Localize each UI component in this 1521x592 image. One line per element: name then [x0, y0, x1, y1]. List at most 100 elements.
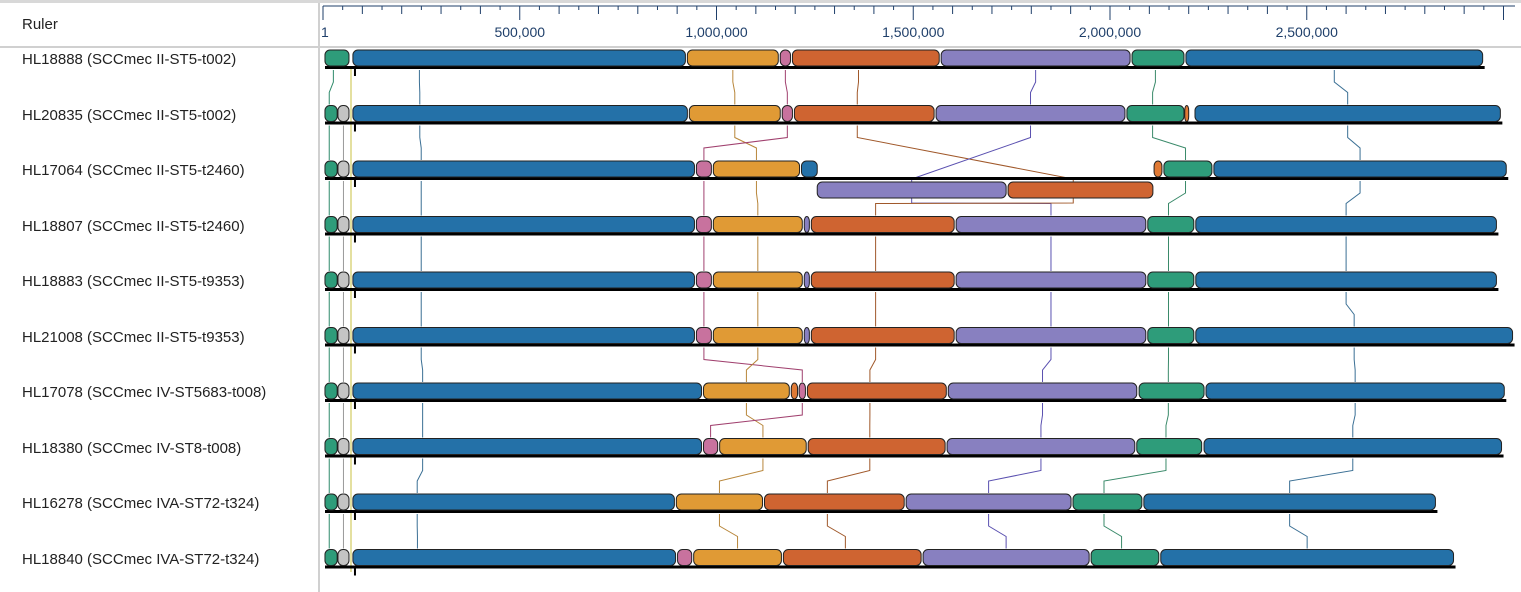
lcb-block-V[interactable]	[803, 327, 810, 344]
lcb-block-B[interactable]	[352, 271, 695, 289]
lcb-block-G2[interactable]	[1147, 271, 1195, 289]
lcb-block-B[interactable]	[352, 438, 703, 455]
genome-label[interactable]: HL21008 (SCCmec II-ST5-t9353)	[22, 328, 245, 346]
lcb-block-P[interactable]	[695, 216, 712, 233]
lcb-block-B2[interactable]	[1205, 382, 1505, 400]
lcb-block-P[interactable]	[781, 105, 793, 122]
lcb-block-O[interactable]	[712, 160, 801, 178]
lcb-block-R[interactable]	[810, 216, 955, 233]
lcb-block-G2[interactable]	[1136, 438, 1203, 455]
lcb-block-O[interactable]	[703, 382, 790, 400]
lcb-block-B2[interactable]	[1195, 271, 1497, 289]
lcb-block-G[interactable]	[324, 216, 338, 233]
lcb-block-R[interactable]	[791, 49, 940, 67]
lcb-block-G[interactable]	[324, 549, 338, 566]
lcb-block-B[interactable]	[352, 549, 677, 566]
lcb-block-O[interactable]	[693, 549, 782, 566]
lcb-block-V[interactable]	[905, 493, 1072, 511]
lcb-block-O[interactable]	[688, 105, 781, 122]
lcb-block-V[interactable]	[947, 382, 1138, 400]
lcb-block-B2[interactable]	[1195, 216, 1497, 233]
lcb-block-R[interactable]	[806, 382, 947, 400]
lcb-block-P[interactable]	[703, 438, 719, 455]
lcb-block-R[interactable]	[810, 271, 955, 289]
lcb-block-Gy[interactable]	[337, 105, 350, 122]
genome-label[interactable]: HL16278 (SCCmec IVA-ST72-t324)	[22, 495, 260, 512]
lcb-block-x[interactable]	[790, 382, 799, 400]
lcb-block-G[interactable]	[324, 493, 338, 511]
lcb-block-V[interactable]	[935, 105, 1126, 122]
lcb-block-O[interactable]	[712, 216, 803, 233]
lcb-block-R[interactable]	[1007, 181, 1154, 199]
lcb-block-V[interactable]	[955, 216, 1147, 233]
lcb-block-G[interactable]	[324, 438, 338, 455]
lcb-block-B[interactable]	[352, 49, 686, 67]
genome-label[interactable]: HL18380 (SCCmec IV-ST8-t008)	[22, 439, 242, 457]
lcb-block-Gy[interactable]	[337, 549, 350, 566]
lcb-block-O[interactable]	[712, 271, 803, 289]
lcb-block-B2[interactable]	[1203, 438, 1503, 455]
lcb-block-G2[interactable]	[1147, 216, 1195, 233]
lcb-block-G[interactable]	[324, 49, 350, 67]
lcb-block-G[interactable]	[324, 382, 338, 400]
lcb-block-V[interactable]	[803, 271, 810, 289]
lcb-block-Gy[interactable]	[337, 493, 350, 511]
lcb-block-G2[interactable]	[1131, 49, 1185, 67]
lcb-block-P[interactable]	[779, 49, 791, 67]
lcb-block-B[interactable]	[352, 160, 695, 178]
lcb-block-B2[interactable]	[1185, 49, 1484, 67]
lcb-block-B[interactable]	[352, 382, 703, 400]
lcb-block-P[interactable]	[695, 160, 712, 178]
lcb-block-x[interactable]	[1153, 160, 1163, 178]
lcb-block-V[interactable]	[922, 549, 1090, 566]
lcb-block-O[interactable]	[719, 438, 807, 455]
lcb-block-x[interactable]	[1184, 105, 1190, 122]
lcb-block-B2[interactable]	[800, 160, 818, 178]
lcb-block-B2[interactable]	[1194, 105, 1501, 122]
lcb-block-V[interactable]	[940, 49, 1131, 67]
lcb-block-P[interactable]	[798, 382, 806, 400]
lcb-block-Gy[interactable]	[337, 438, 350, 455]
lcb-block-Gy[interactable]	[337, 382, 350, 400]
lcb-block-V[interactable]	[955, 271, 1147, 289]
lcb-block-P[interactable]	[695, 327, 712, 344]
lcb-block-R[interactable]	[782, 549, 922, 566]
genome-label[interactable]: HL18840 (SCCmec IVA-ST72-t324)	[22, 550, 260, 568]
lcb-block-B2[interactable]	[1160, 549, 1455, 566]
genome-label[interactable]: HL17064 (SCCmec II-ST5-t2460)	[22, 162, 245, 179]
lcb-block-Gy[interactable]	[337, 327, 350, 344]
lcb-block-V[interactable]	[946, 438, 1136, 455]
lcb-block-O[interactable]	[686, 49, 779, 67]
lcb-block-P[interactable]	[695, 271, 712, 289]
lcb-block-B[interactable]	[352, 327, 695, 344]
lcb-block-R[interactable]	[793, 105, 935, 122]
lcb-block-V[interactable]	[955, 327, 1147, 344]
lcb-block-G2[interactable]	[1163, 160, 1213, 178]
lcb-block-B2[interactable]	[1143, 493, 1436, 511]
genome-label[interactable]: HL17078 (SCCmec IV-ST5683-t008)	[22, 384, 267, 401]
lcb-block-O[interactable]	[675, 493, 764, 511]
lcb-block-B[interactable]	[352, 105, 688, 122]
lcb-block-B2[interactable]	[1195, 327, 1514, 344]
lcb-block-G[interactable]	[324, 327, 338, 344]
lcb-block-P[interactable]	[677, 549, 693, 566]
lcb-block-R[interactable]	[764, 493, 905, 511]
genome-label[interactable]: HL18888 (SCCmec II-ST5-t002)	[22, 51, 237, 68]
lcb-block-R[interactable]	[807, 438, 946, 455]
lcb-block-G2[interactable]	[1090, 549, 1160, 566]
lcb-block-Gy[interactable]	[337, 160, 350, 178]
genome-label[interactable]: HL18807 (SCCmec II-ST5-t2460)	[22, 217, 245, 235]
lcb-block-V[interactable]	[803, 216, 810, 233]
lcb-block-G[interactable]	[324, 105, 338, 122]
lcb-block-G[interactable]	[324, 160, 338, 178]
lcb-block-B[interactable]	[352, 216, 695, 233]
lcb-block-O[interactable]	[712, 327, 803, 344]
lcb-block-G2[interactable]	[1072, 493, 1143, 511]
lcb-block-G2[interactable]	[1126, 105, 1185, 122]
lcb-block-Gy[interactable]	[337, 216, 350, 233]
lcb-block-B2[interactable]	[1213, 160, 1507, 178]
genome-label[interactable]: HL20835 (SCCmec II-ST5-t002)	[22, 106, 237, 124]
lcb-block-Gy[interactable]	[337, 271, 350, 289]
lcb-block-V[interactable]	[816, 181, 1007, 199]
